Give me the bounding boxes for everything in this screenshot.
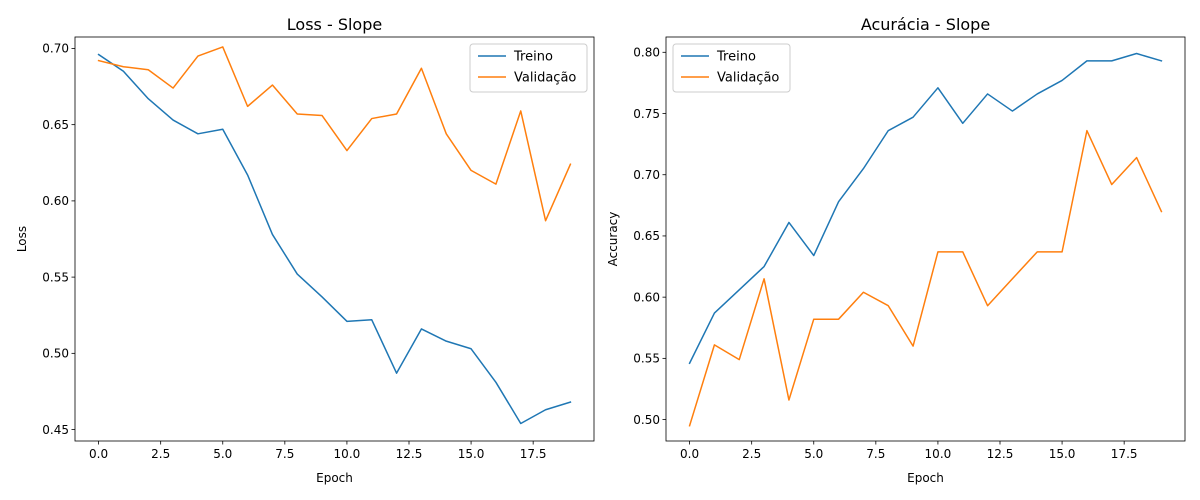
accuracy-legend-label-treino: Treino [716,50,756,65]
accuracy-y-axis-label: Accuracy [606,212,620,267]
accuracy-axes-frame [665,36,1186,442]
accuracy-series-validacao-line [688,129,1163,427]
accuracy-x-tick-label: 7.5 [866,447,885,461]
loss-x-tick-label: 10.0 [334,447,361,461]
loss-axes-frame [74,36,595,442]
accuracy-y-tick-label: 0.60 [633,290,660,304]
accuracy-legend-label-validacao: Validação [717,71,779,86]
loss-x-tick-label: 7.5 [275,447,294,461]
loss-series-treino-line [97,53,572,425]
accuracy-x-tick-label: 0.0 [680,447,699,461]
loss-x-tick-label: 2.5 [151,447,170,461]
accuracy-legend: Treino Validação [672,43,791,93]
loss-x-tick-label: 17.5 [520,447,547,461]
accuracy-y-tick-label: 0.55 [633,352,660,366]
loss-legend-label-treino: Treino [513,50,553,65]
accuracy-x-axis-label: Epoch [907,471,944,485]
accuracy-chart-title: Acurácia - Slope [861,15,990,34]
loss-legend: Treino Validação [469,43,588,93]
loss-chart-panel: 0.0 2.5 5.0 7.5 10.0 12.5 15.0 17.5 0.45 0.50 0.55… [15,15,595,485]
loss-y-axis-label: Loss [15,226,29,252]
loss-chart-title: Loss - Slope [287,15,382,34]
accuracy-x-tick-label: 12.5 [987,447,1014,461]
loss-y-tick-label: 0.70 [42,42,69,56]
loss-y-tick-label: 0.55 [42,270,69,284]
loss-y-tick-label: 0.45 [42,423,69,437]
loss-y-tick-label: 0.65 [42,118,69,132]
accuracy-chart-panel: 0.0 2.5 5.0 7.5 10.0 12.5 15.0 17.5 0.50 0.55 0.60… [606,15,1186,485]
accuracy-x-tick-label: 5.0 [804,447,823,461]
loss-x-tick-label: 0.0 [89,447,108,461]
loss-x-tick-label: 15.0 [458,447,485,461]
accuracy-x-tick-label: 17.5 [1111,447,1138,461]
accuracy-y-tick-label: 0.50 [633,413,660,427]
loss-x-tick-label: 5.0 [213,447,232,461]
accuracy-series-treino-line [688,52,1163,365]
loss-x-axis-label: Epoch [316,471,353,485]
accuracy-y-tick-label: 0.75 [633,107,660,121]
accuracy-y-tick-label: 0.80 [633,46,660,60]
loss-legend-label-validacao: Validação [514,71,576,86]
accuracy-x-tick-label: 15.0 [1049,447,1076,461]
loss-y-tick-label: 0.50 [42,347,69,361]
loss-x-tick-label: 12.5 [396,447,423,461]
loss-series-validacao-line [97,46,572,222]
accuracy-x-tick-label: 10.0 [925,447,952,461]
loss-y-tick-label: 0.60 [42,194,69,208]
accuracy-y-tick-label: 0.70 [633,168,660,182]
accuracy-y-tick-label: 0.65 [633,229,660,243]
accuracy-x-tick-label: 2.5 [742,447,761,461]
